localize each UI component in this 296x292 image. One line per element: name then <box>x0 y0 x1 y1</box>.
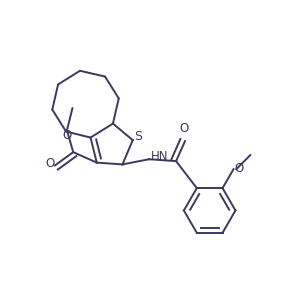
Text: O: O <box>45 157 54 170</box>
Text: O: O <box>62 129 72 142</box>
Text: O: O <box>235 161 244 175</box>
Text: O: O <box>179 122 188 135</box>
Text: HN: HN <box>150 150 168 164</box>
Text: S: S <box>134 130 142 143</box>
